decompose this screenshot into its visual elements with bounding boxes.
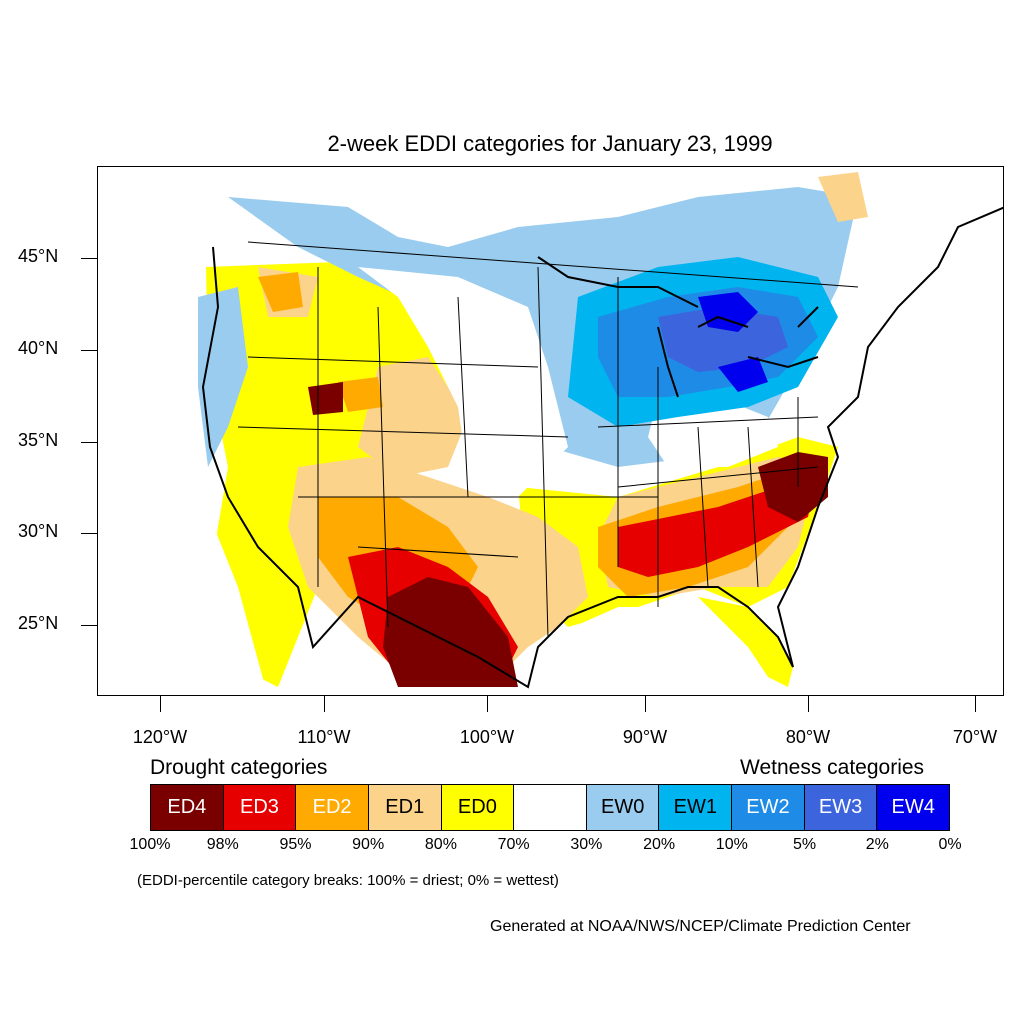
lon-tick — [975, 696, 976, 712]
ed4-region-carolinas — [758, 452, 828, 522]
legend-break-label: 100% — [129, 836, 171, 853]
map-title: 2-week EDDI categories for January 23, 1… — [327, 131, 773, 156]
legend-break-label: 90% — [352, 836, 385, 853]
legend-break-label: 80% — [424, 836, 457, 853]
legend-cell-ed4: ED4 — [151, 785, 224, 830]
legend-break-label: 30% — [570, 836, 603, 853]
ed2-region-idaho — [258, 272, 303, 312]
legend-break-label: 2% — [865, 836, 889, 853]
legend-break-label: 95% — [279, 836, 312, 853]
lat-tick — [81, 350, 97, 351]
lat-tick — [81, 258, 97, 259]
legend-cell-normal — [514, 785, 587, 830]
wetness-heading: Wetness categories — [740, 756, 925, 779]
legend-cell-ed2: ED2 — [296, 785, 369, 830]
ed1-region-rockies — [358, 357, 468, 477]
legend-break-label: 5% — [792, 836, 817, 853]
legend-cell-ew1: EW1 — [659, 785, 733, 830]
ed2-region-utah — [338, 377, 383, 412]
category-note: (EDDI-percentile category breaks: 100% =… — [137, 872, 559, 889]
florida — [698, 597, 793, 687]
lon-label-100: 100°W — [459, 727, 515, 747]
ew4-region-greatlakes — [698, 292, 758, 332]
lat-tick — [81, 625, 97, 626]
lon-label-80: 80°W — [785, 727, 831, 747]
lon-label-120: 120°W — [132, 727, 188, 747]
lon-label-90: 90°W — [622, 727, 668, 747]
ed4-region-texas — [383, 577, 518, 687]
atlantic-ocean — [798, 327, 1003, 695]
ew0-region-westcoast — [198, 287, 248, 467]
ew3-region-greatlakes — [658, 307, 788, 372]
ed1-region-quebec — [818, 172, 868, 222]
lat-label-30: 30°N — [18, 521, 59, 541]
lat-tick — [81, 442, 97, 443]
us-outline — [201, 206, 1003, 689]
legend-cell-ed0: ED0 — [441, 785, 515, 830]
credit-line: Generated at NOAA/NWS/NCEP/Climate Predi… — [490, 918, 911, 935]
legend-break-label: 20% — [643, 836, 676, 853]
lon-tick — [160, 696, 161, 712]
legend-break-label: 0% — [938, 836, 962, 853]
pacific-ocean — [98, 167, 268, 695]
legend-break-label: 10% — [715, 836, 748, 853]
legend-cell-ew3: EW3 — [804, 785, 878, 830]
legend-cell-ew2: EW2 — [732, 785, 805, 830]
drought-heading: Drought categories — [150, 756, 328, 779]
category-regions — [98, 167, 1003, 695]
lon-tick — [808, 696, 809, 712]
legend-break-label: 98% — [206, 836, 239, 853]
eddi-map — [97, 166, 1004, 696]
lat-label-45: 45°N — [18, 246, 59, 266]
gulf-of-mexico — [518, 607, 798, 695]
lon-label-70: 70°W — [952, 727, 998, 747]
lat-label-35: 35°N — [18, 430, 59, 450]
lat-tick — [81, 533, 97, 534]
lon-tick — [645, 696, 646, 712]
legend-colorbar: ED4 ED3 ED2 ED1 ED0 EW0 EW1 EW2 EW3 EW4 — [150, 784, 950, 831]
lon-tick — [324, 696, 325, 712]
legend-break-label: 70% — [497, 836, 530, 853]
boundaries — [201, 206, 1003, 689]
legend-cell-ew0: EW0 — [586, 785, 660, 830]
lat-label-40: 40°N — [18, 338, 59, 358]
lon-tick — [487, 696, 488, 712]
state-lines — [237, 241, 859, 638]
canada-north — [208, 167, 1003, 232]
ew4-region-lake-michigan-east — [718, 357, 768, 392]
normal-region-plains — [358, 267, 568, 497]
lon-label-110: 110°W — [297, 727, 351, 747]
legend-cell-ed1: ED1 — [368, 785, 442, 830]
ed4-region-utah — [308, 382, 343, 415]
legend-cell-ed3: ED3 — [223, 785, 297, 830]
legend-cell-ew4: EW4 — [877, 785, 950, 830]
lat-label-25: 25°N — [18, 613, 59, 633]
